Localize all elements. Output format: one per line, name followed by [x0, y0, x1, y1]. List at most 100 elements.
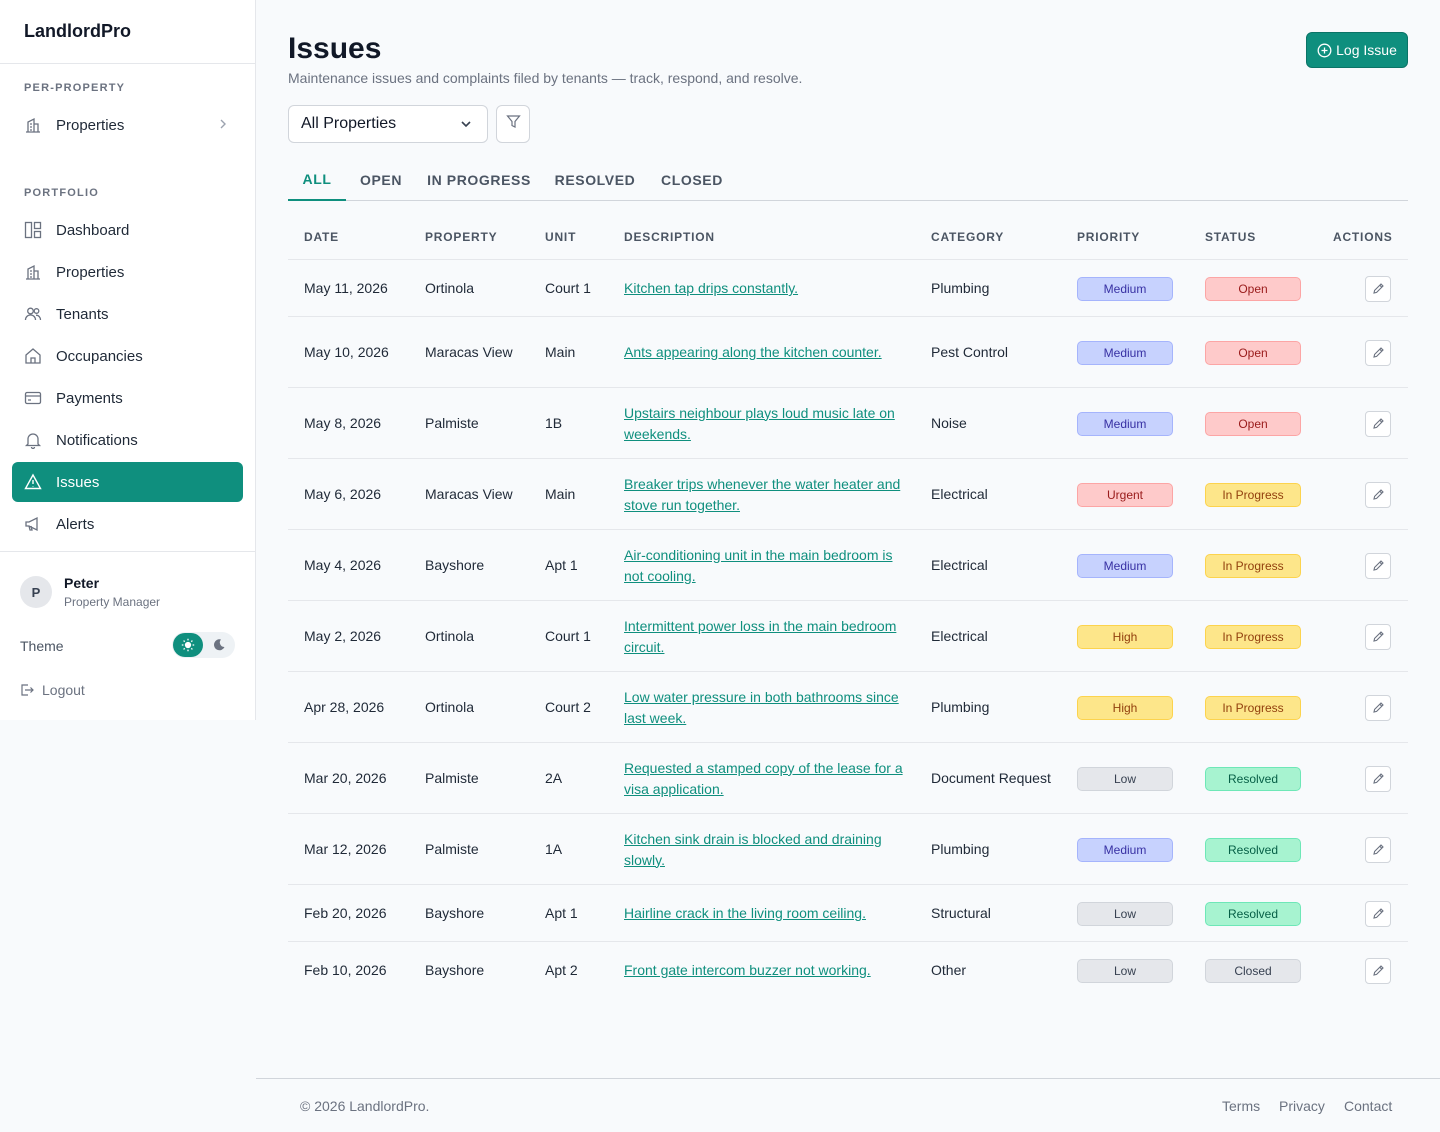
priority-badge: Medium: [1077, 553, 1173, 578]
sidebar-item-per-property-properties[interactable]: Properties: [12, 105, 243, 145]
description-link[interactable]: Ants appearing along the kitchen counter…: [624, 344, 882, 360]
description-link[interactable]: Hairline crack in the living room ceilin…: [624, 905, 866, 921]
warning-icon: [24, 473, 42, 491]
footer-link-terms[interactable]: Terms: [1222, 1098, 1261, 1114]
pencil-icon: [1372, 964, 1385, 977]
logout-button[interactable]: Logout: [20, 682, 85, 698]
tab-in-progress[interactable]: IN PROGRESS: [427, 171, 531, 188]
tab-all[interactable]: ALL: [288, 158, 346, 201]
filter-icon: [505, 114, 521, 134]
edit-button[interactable]: [1365, 481, 1391, 508]
pencil-icon: [1372, 907, 1385, 920]
pencil-icon: [1372, 417, 1385, 430]
table-row: Mar 20, 2026 Palmiste 2A Requested a stampe…: [288, 742, 1408, 813]
sidebar-item-occupancies[interactable]: Occupancies: [12, 336, 243, 376]
table-row: May 6, 2026 Maracas View Main Breaker trips…: [288, 458, 1408, 529]
sun-icon[interactable]: [173, 633, 203, 657]
filter-button[interactable]: [496, 105, 530, 143]
category-text: Electrical: [931, 628, 988, 644]
theme-toggle[interactable]: [172, 632, 235, 658]
sidebar-item-alerts[interactable]: Alerts: [12, 504, 243, 544]
description-link[interactable]: Upstairs neighbour plays loud music late…: [624, 404, 895, 442]
edit-button[interactable]: [1365, 957, 1391, 984]
unit-text: Apt 2: [545, 962, 578, 978]
status-badge: Open: [1205, 340, 1301, 365]
column-header-unit[interactable]: UNIT: [545, 230, 577, 244]
footer-link-privacy[interactable]: Privacy: [1279, 1098, 1325, 1114]
edit-button[interactable]: [1365, 410, 1391, 437]
edit-button[interactable]: [1365, 765, 1391, 792]
tab-closed[interactable]: CLOSED: [661, 171, 723, 188]
column-header-category[interactable]: CATEGORY: [931, 230, 1005, 244]
description-link[interactable]: Front gate intercom buzzer not working.: [624, 962, 871, 978]
log-issue-button[interactable]: Log Issue: [1306, 32, 1408, 68]
description-link[interactable]: Air-conditioning unit in the main bedroo…: [624, 546, 893, 584]
date-text: May 6, 2026: [304, 486, 382, 502]
description-link[interactable]: Intermittent power loss in the main bedr…: [624, 617, 897, 655]
description-link[interactable]: Requested a stamped copy of the lease fo…: [624, 759, 903, 797]
category-text: Electrical: [931, 557, 988, 573]
category-text: Plumbing: [931, 699, 990, 715]
column-header-description[interactable]: DESCRIPTION: [624, 230, 715, 244]
property-text: Bayshore: [425, 905, 485, 921]
building-icon: [24, 116, 42, 134]
edit-button[interactable]: [1365, 836, 1391, 863]
category-text-cell: Document Request: [931, 743, 1051, 814]
sidebar-item-tenants[interactable]: Tenants: [12, 294, 243, 334]
column-header-property[interactable]: PROPERTY: [425, 230, 498, 244]
category-text: Electrical: [931, 486, 988, 502]
date-text: May 8, 2026: [304, 415, 382, 431]
date-text-cell: May 4, 2026: [304, 530, 414, 601]
avatar[interactable]: P: [20, 576, 52, 608]
unit-text-cell: 1B: [545, 388, 607, 459]
pencil-icon: [1372, 772, 1385, 785]
unit-text: Main: [545, 344, 576, 360]
edit-button[interactable]: [1365, 623, 1391, 650]
edit-button[interactable]: [1365, 339, 1391, 366]
status-badge: In Progress: [1205, 553, 1301, 578]
unit-text: Court 1: [545, 280, 591, 296]
property-text: Bayshore: [425, 557, 485, 573]
tab-open[interactable]: OPEN: [359, 171, 403, 188]
sidebar-item-notifications[interactable]: Notifications: [12, 420, 243, 460]
moon-icon[interactable]: [204, 633, 234, 657]
page-title: Issues: [288, 32, 382, 65]
credit-card-icon: [24, 389, 42, 407]
description-link[interactable]: Breaker trips whenever the water heater …: [624, 475, 901, 513]
edit-button[interactable]: [1365, 900, 1391, 927]
description-link-cell: Requested a stamped copy of the lease fo…: [624, 743, 909, 814]
category-text: Noise: [931, 415, 967, 431]
edit-button[interactable]: [1365, 694, 1391, 721]
date-text-cell: Feb 20, 2026: [304, 885, 414, 942]
sidebar-item-payments[interactable]: Payments: [12, 378, 243, 418]
column-header-status[interactable]: STATUS: [1205, 230, 1257, 244]
description-link[interactable]: Kitchen tap drips constantly.: [624, 280, 799, 296]
unit-text-cell: 1A: [545, 814, 607, 885]
footer-link-contact[interactable]: Contact: [1344, 1098, 1393, 1114]
description-link[interactable]: Kitchen sink drain is blocked and draini…: [624, 830, 882, 868]
unit-text-cell: Apt 1: [545, 885, 607, 942]
sidebar-item-issues[interactable]: Issues: [12, 462, 243, 502]
column-header-date[interactable]: DATE: [304, 230, 339, 244]
property-text-cell: Palmiste: [425, 743, 530, 814]
edit-button[interactable]: [1365, 552, 1391, 579]
theme-label: Theme: [20, 638, 64, 654]
property-text: Maracas View: [425, 344, 513, 360]
brand-logo[interactable]: LandlordPro: [0, 0, 255, 64]
property-text-cell: Palmiste: [425, 388, 530, 459]
pencil-icon: [1372, 282, 1385, 295]
description-link[interactable]: Low water pressure in both bathrooms sin…: [624, 688, 899, 726]
property-select[interactable]: All Properties: [288, 105, 488, 143]
property-text-cell: Bayshore: [425, 530, 530, 601]
unit-text-cell: 2A: [545, 743, 607, 814]
sidebar-item-properties[interactable]: Properties: [12, 252, 243, 292]
tab-resolved[interactable]: RESOLVED: [554, 171, 636, 188]
unit-text-cell: Court 2: [545, 672, 607, 743]
unit-text-cell: Court 1: [545, 260, 607, 317]
date-text: May 2, 2026: [304, 628, 382, 644]
sidebar-item-dashboard[interactable]: Dashboard: [12, 210, 243, 250]
property-text-cell: Ortinola: [425, 672, 530, 743]
column-header-priority[interactable]: PRIORITY: [1077, 230, 1141, 244]
edit-button[interactable]: [1365, 275, 1391, 302]
date-text-cell: May 8, 2026: [304, 388, 414, 459]
